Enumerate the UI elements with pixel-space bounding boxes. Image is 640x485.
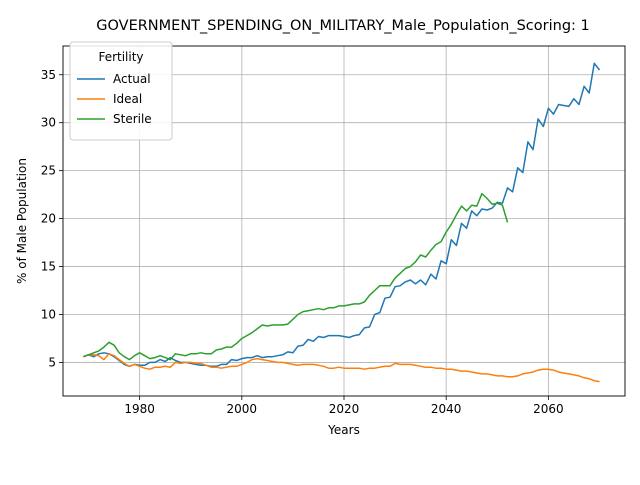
chart-title: GOVERNMENT_SPENDING_ON_MILITARY_Male_Pop… <box>96 18 590 34</box>
series-line-sterile <box>83 192 509 361</box>
legend: Fertility Actual Ideal Sterile <box>69 41 173 141</box>
legend-box <box>69 41 173 141</box>
x-axis-ticks: 1980 2000 2020 2040 2060 <box>124 396 564 416</box>
legend-label-sterile: Sterile <box>113 112 152 126</box>
y-tick-label: 35 <box>41 68 56 82</box>
legend-label-ideal: Ideal <box>113 92 142 106</box>
x-axis-label: Years <box>327 423 360 437</box>
y-axis-label: % of Male Population <box>15 158 29 284</box>
x-tick-label: 2020 <box>329 402 360 416</box>
legend-label-actual: Actual <box>113 72 151 86</box>
y-tick-label: 5 <box>48 355 56 369</box>
x-tick-label: 1980 <box>124 402 155 416</box>
y-tick-label: 20 <box>41 212 56 226</box>
grid-lines <box>63 46 625 396</box>
y-tick-label: 30 <box>41 116 56 130</box>
legend-title: Fertility <box>98 50 143 64</box>
x-tick-label: 2060 <box>533 402 564 416</box>
x-tick-label: 2040 <box>431 402 462 416</box>
series-line-actual <box>83 62 601 368</box>
legend-items: Actual Ideal Sterile <box>77 72 152 126</box>
series-lines <box>83 62 601 383</box>
y-tick-label: 25 <box>41 164 56 178</box>
y-axis-ticks: 5 10 15 20 25 30 35 <box>41 68 63 369</box>
x-tick-label: 2000 <box>227 402 258 416</box>
y-tick-label: 10 <box>41 307 56 321</box>
y-tick-label: 15 <box>41 260 56 274</box>
series-line-ideal <box>83 353 600 383</box>
